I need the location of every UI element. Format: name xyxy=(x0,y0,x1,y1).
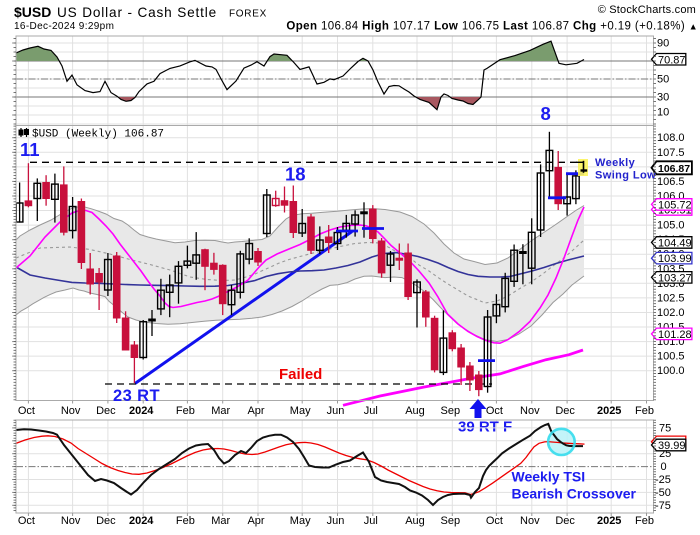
svg-text:Apr: Apr xyxy=(247,515,264,527)
svg-text:Jun: Jun xyxy=(327,405,345,417)
svg-text:2025: 2025 xyxy=(597,515,621,527)
svg-text:-50: -50 xyxy=(655,487,671,499)
svg-text:102.0: 102.0 xyxy=(657,307,685,319)
svg-text:-25: -25 xyxy=(655,474,671,486)
svg-text:0: 0 xyxy=(661,461,667,473)
svg-text:Apr: Apr xyxy=(247,405,264,417)
svg-text:Dec: Dec xyxy=(96,515,116,527)
svg-text:Oct: Oct xyxy=(486,405,503,417)
svg-text:Weekly TSI: Weekly TSI xyxy=(512,468,586,484)
svg-text:May: May xyxy=(290,405,311,417)
svg-text:Jul: Jul xyxy=(364,405,378,417)
svg-text:105.0: 105.0 xyxy=(657,220,685,232)
svg-text:104.49: 104.49 xyxy=(658,237,692,249)
svg-text:23 RT: 23 RT xyxy=(113,387,160,405)
svg-text:103.99: 103.99 xyxy=(658,253,692,265)
svg-text:Mar: Mar xyxy=(211,515,230,527)
svg-text:US Dollar - Cash Settle: US Dollar - Cash Settle xyxy=(57,5,217,20)
svg-text:Feb: Feb xyxy=(635,515,654,527)
svg-text:70.87: 70.87 xyxy=(658,54,686,66)
svg-text:Oct: Oct xyxy=(486,515,503,527)
svg-text:Oct: Oct xyxy=(18,515,35,527)
svg-text:103.27: 103.27 xyxy=(658,272,692,284)
svg-text:8: 8 xyxy=(541,103,551,124)
svg-text:100.0: 100.0 xyxy=(657,365,685,377)
svg-text:50: 50 xyxy=(657,74,669,86)
svg-text:Swing Low: Swing Low xyxy=(595,170,656,182)
svg-text:100.5: 100.5 xyxy=(657,351,685,363)
svg-text:90: 90 xyxy=(657,38,669,50)
svg-text:Aug: Aug xyxy=(405,515,425,527)
svg-text:© StockCharts.com: © StockCharts.com xyxy=(598,4,696,16)
svg-text:Oct: Oct xyxy=(18,405,35,417)
svg-text:30: 30 xyxy=(657,92,669,104)
svg-text:106.5: 106.5 xyxy=(657,176,685,188)
svg-text:2024: 2024 xyxy=(129,405,154,417)
svg-text:Failed: Failed xyxy=(279,366,322,383)
svg-text:108.0: 108.0 xyxy=(657,132,685,144)
svg-text:Dec: Dec xyxy=(96,405,116,417)
svg-text:2025: 2025 xyxy=(597,405,621,417)
svg-text:FOREX: FOREX xyxy=(229,9,267,20)
svg-text:39.99: 39.99 xyxy=(658,440,686,452)
svg-text:Nov: Nov xyxy=(61,405,81,417)
svg-text:75: 75 xyxy=(659,422,671,434)
svg-text:11: 11 xyxy=(20,139,40,160)
svg-text:$USD (Weekly) 106.87: $USD (Weekly) 106.87 xyxy=(32,129,164,141)
svg-text:May: May xyxy=(290,515,311,527)
svg-text:Nov: Nov xyxy=(61,515,81,527)
svg-text:106.87: 106.87 xyxy=(658,163,690,175)
svg-text:Aug: Aug xyxy=(405,405,425,417)
svg-text:Jun: Jun xyxy=(327,515,345,527)
svg-text:101.28: 101.28 xyxy=(658,329,692,341)
svg-text:-75: -75 xyxy=(655,500,671,512)
svg-text:Jul: Jul xyxy=(364,515,378,527)
svg-text:Feb: Feb xyxy=(635,405,654,417)
svg-text:102.5: 102.5 xyxy=(657,292,685,304)
svg-text:Nov: Nov xyxy=(520,515,540,527)
svg-text:Weekly: Weekly xyxy=(595,157,636,169)
svg-text:105.72: 105.72 xyxy=(658,199,692,211)
svg-text:Mar: Mar xyxy=(211,405,230,417)
svg-text:Dec: Dec xyxy=(555,405,575,417)
svg-text:Dec: Dec xyxy=(555,515,575,527)
svg-text:10: 10 xyxy=(657,107,669,119)
svg-text:Open 106.84 High 107.17 Low 10: Open 106.84 High 107.17 Low 106.75 Last … xyxy=(286,21,698,33)
svg-text:18: 18 xyxy=(285,164,306,185)
svg-text:Feb: Feb xyxy=(176,405,195,417)
svg-text:107.5: 107.5 xyxy=(657,147,685,159)
svg-text:16-Dec-2024 9:29pm: 16-Dec-2024 9:29pm xyxy=(14,21,114,32)
svg-text:39 RT F: 39 RT F xyxy=(458,419,512,436)
svg-text:Sep: Sep xyxy=(441,515,461,527)
svg-text:$USD: $USD xyxy=(14,4,51,20)
svg-text:2024: 2024 xyxy=(129,515,154,527)
svg-text:Bearish Crossover: Bearish Crossover xyxy=(512,485,637,501)
svg-text:Nov: Nov xyxy=(520,405,540,417)
svg-text:Sep: Sep xyxy=(441,405,461,417)
svg-text:Feb: Feb xyxy=(176,515,195,527)
